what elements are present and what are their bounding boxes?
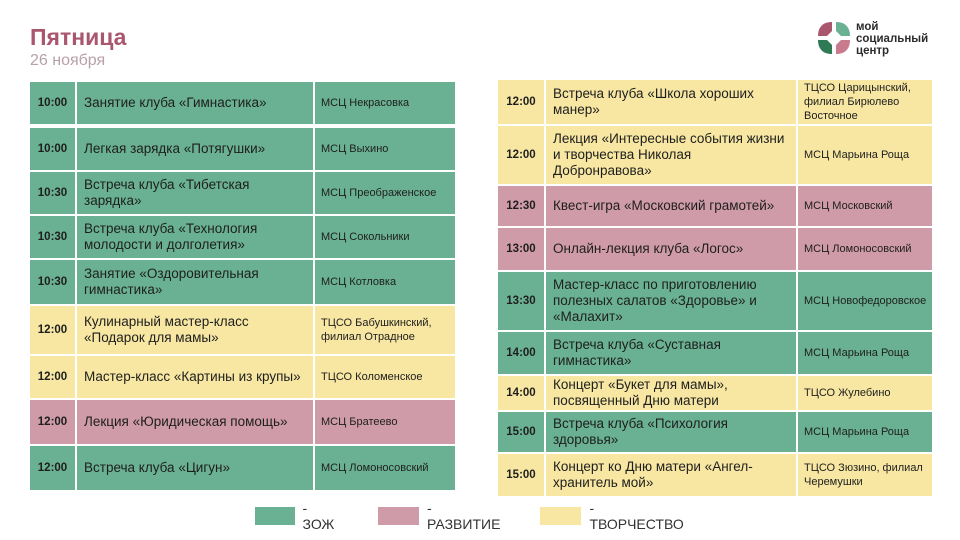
event-time: 12:30	[498, 186, 544, 226]
right-row: 15:00 Концерт ко Дню матери «Ангел-хранит…	[498, 452, 932, 496]
event-title: Лекция «Юридическая помощь»	[75, 400, 313, 444]
left-row: 10:00 Легкая зарядка «Потягушки» МСЦ Выхи…	[30, 124, 455, 170]
event-title: Онлайн-лекция клуба «Логос»	[544, 228, 796, 270]
event-time: 12:00	[498, 126, 544, 184]
logo-line-2: социальный	[856, 33, 929, 45]
event-time: 10:00	[30, 128, 75, 170]
event-place: МСЦ Котловка	[313, 260, 455, 304]
event-place: ТЦСО Царицынский, филиал Бирюлево Восточ…	[796, 80, 932, 124]
event-place: ТЦСО Зюзино, филиал Черемушки	[796, 454, 932, 496]
event-place: МСЦ Марьина Роща	[796, 332, 932, 374]
logo-line-3: центр	[856, 45, 890, 57]
legend-swatch-tvor	[540, 507, 582, 525]
event-place: МСЦ Марьина Роща	[796, 412, 932, 452]
left-row: 12:00 Мастер-класс «Картины из крупы» ТЦСО…	[30, 354, 455, 398]
event-place: МСЦ Преображенское	[313, 172, 455, 214]
legend-swatch-zoj	[255, 507, 295, 525]
event-time: 15:00	[498, 412, 544, 452]
event-place: ТЦСО Бабушкинский, филиал Отрадное	[313, 306, 455, 354]
event-place: МСЦ Ломоносовский	[313, 446, 455, 490]
event-time: 10:30	[30, 216, 75, 258]
event-title: Квест-игра «Московский грамотей»	[544, 186, 796, 226]
left-row: 10:30 Встреча клуба «Тибетская зарядка» МС…	[30, 170, 455, 214]
right-row: 12:30 Квест-игра «Московский грамотей» МСЦ…	[498, 184, 932, 226]
event-title: Концерт ко Дню матери «Ангел-хранитель м…	[544, 454, 796, 496]
event-title: Кулинарный мастер-класс «Подарок для мам…	[75, 306, 313, 354]
event-place: ТЦСО Жулебино	[796, 376, 932, 410]
event-title: Встреча клуба «Цигун»	[75, 446, 313, 490]
left-row: 12:00 Лекция «Юридическая помощь» МСЦ Брат…	[30, 398, 455, 444]
event-place: МСЦ Московский	[796, 186, 932, 226]
event-place: МСЦ Ломоносовский	[796, 228, 932, 270]
legend-label-razv: - РАЗВИТИЕ	[427, 500, 501, 532]
legend-item-razv: - РАЗВИТИЕ	[378, 500, 503, 532]
event-place: МСЦ Выхино	[313, 128, 455, 170]
left-row: 10:30 Занятие «Оздоровительная гимнастика…	[30, 258, 455, 304]
event-place: МСЦ Марьина Роща	[796, 126, 932, 184]
event-place: ТЦСО Коломенское	[313, 356, 455, 398]
right-row: 12:00 Лекция «Интересные события жизни и …	[498, 124, 932, 184]
event-time: 12:00	[498, 80, 544, 124]
event-time: 14:00	[498, 332, 544, 374]
event-title: Встреча клуба «Суставная гимнастика»	[544, 332, 796, 374]
legend-item-zoj: - ЗОЖ	[255, 500, 339, 532]
event-title: Встреча клуба «Тибетская зарядка»	[75, 172, 313, 214]
event-title: Встреча клуба «Школа хороших манер»	[544, 80, 796, 124]
event-time: 10:00	[30, 82, 75, 124]
event-title: Мастер-класс по приготовлению полезных с…	[544, 272, 796, 330]
event-time: 12:00	[30, 306, 75, 354]
legend-label-tvor: - ТВОРЧЕСТВО	[589, 500, 684, 532]
right-row: 13:30 Мастер-класс по приготовлению полез…	[498, 270, 932, 330]
page-date: 26 ноября	[30, 52, 106, 69]
event-place: МСЦ Сокольники	[313, 216, 455, 258]
right-row: 13:00 Онлайн-лекция клуба «Логос» МСЦ Ломо…	[498, 226, 932, 270]
right-row: 14:00 Встреча клуба «Суставная гимнастика…	[498, 330, 932, 374]
legend-label-zoj: - ЗОЖ	[302, 500, 335, 532]
event-title: Легкая зарядка «Потягушки»	[75, 128, 313, 170]
event-title: Занятие клуба «Гимнастика»	[75, 82, 313, 124]
event-title: Занятие «Оздоровительная гимнастика»	[75, 260, 313, 304]
event-title: Концерт «Букет для мамы», посвященный Дн…	[544, 376, 796, 410]
logo-line-1: мой	[856, 21, 879, 33]
event-time: 13:00	[498, 228, 544, 270]
event-time: 12:00	[30, 400, 75, 444]
event-place: МСЦ Некрасовка	[313, 82, 455, 124]
event-time: 13:30	[498, 272, 544, 330]
left-row: 12:00 Встреча клуба «Цигун» МСЦ Ломоносовс…	[30, 444, 455, 490]
event-time: 12:00	[30, 356, 75, 398]
legend-item-tvor: - ТВОРЧЕСТВО	[540, 500, 686, 532]
right-row: 14:00 Концерт «Букет для мамы», посвященн…	[498, 374, 932, 410]
right-row: 15:00 Встреча клуба «Психология здоровья»…	[498, 410, 932, 452]
event-time: 10:30	[30, 172, 75, 214]
event-time: 12:00	[30, 446, 75, 490]
event-title: Мастер-класс «Картины из крупы»	[75, 356, 313, 398]
event-place: МСЦ Новофедоровское	[796, 272, 932, 330]
logo-mark-icon	[818, 22, 850, 54]
left-row: 10:30 Встреча клуба «Технология молодости…	[30, 214, 455, 258]
event-title: Лекция «Интересные события жизни и творч…	[544, 126, 796, 184]
left-row: 12:00 Кулинарный мастер-класс «Подарок дл…	[30, 304, 455, 354]
page-title: Пятница	[30, 24, 127, 50]
event-title: Встреча клуба «Технология молодости и до…	[75, 216, 313, 258]
event-time: 10:30	[30, 260, 75, 304]
event-time: 15:00	[498, 454, 544, 496]
left-row: 10:00 Занятие клуба «Гимнастика» МСЦ Некра…	[30, 82, 455, 124]
event-time: 14:00	[498, 376, 544, 410]
event-place: МСЦ Братеево	[313, 400, 455, 444]
schedule-left: 10:00 Занятие клуба «Гимнастика» МСЦ Некра…	[30, 82, 455, 490]
schedule-right: 12:00 Встреча клуба «Школа хороших манер»…	[498, 80, 932, 496]
logo-text: мой социальный центр	[856, 21, 928, 57]
brand-logo: мой социальный центр	[816, 20, 946, 64]
legend-swatch-razv	[378, 507, 420, 525]
right-row: 12:00 Встреча клуба «Школа хороших манер»…	[498, 80, 932, 124]
event-title: Встреча клуба «Психология здоровья»	[544, 412, 796, 452]
